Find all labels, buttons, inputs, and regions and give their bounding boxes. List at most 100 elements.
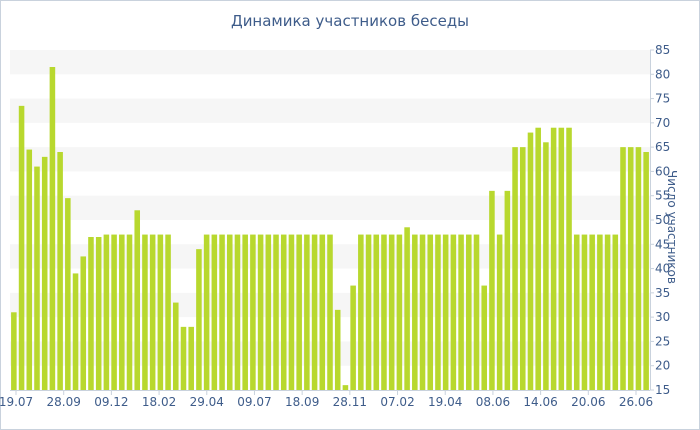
bar: [489, 190, 495, 390]
x-tick-label: 28.11: [333, 395, 367, 409]
bar: [88, 237, 94, 390]
bar: [304, 234, 310, 390]
y-ticks: 15 20 25 30 35 40 45 50 55 60 65 70 75 80 85: [650, 43, 670, 397]
x-tick-label: 20.06: [571, 395, 605, 409]
bar: [627, 147, 634, 390]
bar: [589, 234, 595, 390]
bar: [334, 309, 341, 390]
x-tick-label: 09.07: [237, 395, 271, 409]
bar: [203, 234, 210, 390]
x-tick-label: 26.06: [619, 395, 653, 409]
y-tick-label: 45: [655, 237, 670, 251]
bar: [635, 147, 642, 390]
bar: [543, 142, 549, 390]
x-tick-label: 18.02: [142, 395, 176, 409]
bar: [435, 234, 441, 390]
bar: [126, 234, 133, 390]
bar: [26, 149, 33, 390]
bar: [234, 234, 241, 390]
y-tick-label: 75: [655, 92, 670, 106]
bar: [149, 234, 156, 390]
bar: [358, 234, 364, 390]
y-tick-label: 40: [655, 262, 670, 276]
bar: [620, 147, 626, 390]
x-tick-label: 28.09: [47, 395, 81, 409]
bar: [173, 302, 179, 390]
y-tick-label: 70: [655, 116, 670, 130]
bar: [257, 234, 264, 390]
y-tick-label: 85: [655, 43, 670, 57]
bar: [419, 234, 426, 390]
bar: [34, 166, 40, 390]
x-tick-label: 07.02: [380, 395, 414, 409]
x-tick-label: 09.12: [94, 395, 128, 409]
bar: [250, 234, 256, 390]
bar: [196, 249, 202, 390]
bar: [165, 234, 171, 390]
bar: [473, 234, 480, 390]
bar: [311, 234, 318, 390]
grid-band: [10, 98, 650, 123]
y-tick-label: 60: [655, 164, 670, 178]
bar: [404, 227, 410, 390]
bars: [11, 67, 649, 391]
chart-title: Динамика участников беседы: [230, 12, 470, 30]
y-tick-label: 80: [655, 67, 670, 81]
bar: [280, 234, 287, 390]
x-tick-label: 14.06: [523, 395, 557, 409]
bar: [512, 147, 518, 390]
bar: [427, 234, 434, 390]
bar: [95, 237, 102, 390]
x-tick-label: 08.06: [476, 395, 510, 409]
bar: [365, 234, 372, 390]
bar: [65, 198, 71, 390]
bar: [604, 234, 611, 390]
bar: [296, 234, 302, 390]
bar: [350, 285, 356, 390]
bar: [111, 234, 117, 390]
bar: [458, 234, 464, 390]
bar: [527, 132, 534, 391]
bar: [219, 234, 225, 390]
bar: [119, 234, 125, 390]
bar: [643, 152, 649, 390]
bar: [180, 326, 187, 390]
bar: [226, 234, 233, 390]
bar: [535, 127, 541, 390]
bar: [319, 234, 326, 390]
bar: [396, 234, 403, 390]
bar: [558, 127, 565, 390]
bar: [442, 234, 449, 390]
x-tick-label: 19.07: [0, 395, 33, 409]
bar: [466, 234, 472, 390]
bar: [273, 234, 279, 390]
bar: [597, 234, 603, 390]
bar: [381, 234, 387, 390]
bar: [412, 234, 418, 390]
bar: [504, 190, 511, 390]
bar: [80, 256, 87, 390]
y-tick-label: 65: [655, 140, 670, 154]
y-tick-label: 35: [655, 286, 670, 300]
bar: [566, 127, 572, 390]
bar: [481, 285, 487, 390]
bar: [612, 234, 619, 390]
x-tick-label: 18.09: [285, 395, 319, 409]
bar: [388, 234, 395, 390]
bar: [72, 273, 79, 390]
y-tick-label: 30: [655, 310, 670, 324]
bar: [134, 210, 141, 390]
bar: [550, 127, 557, 390]
bar: [142, 234, 148, 390]
bar: [49, 67, 56, 390]
bar: [211, 234, 218, 390]
y-tick-label: 25: [655, 334, 670, 348]
bar: [11, 312, 17, 390]
bar: [41, 156, 48, 390]
y-tick-label: 55: [655, 189, 670, 203]
bar: [157, 234, 164, 390]
bar: [18, 105, 25, 390]
bar: [519, 147, 526, 390]
bar: [496, 234, 503, 390]
